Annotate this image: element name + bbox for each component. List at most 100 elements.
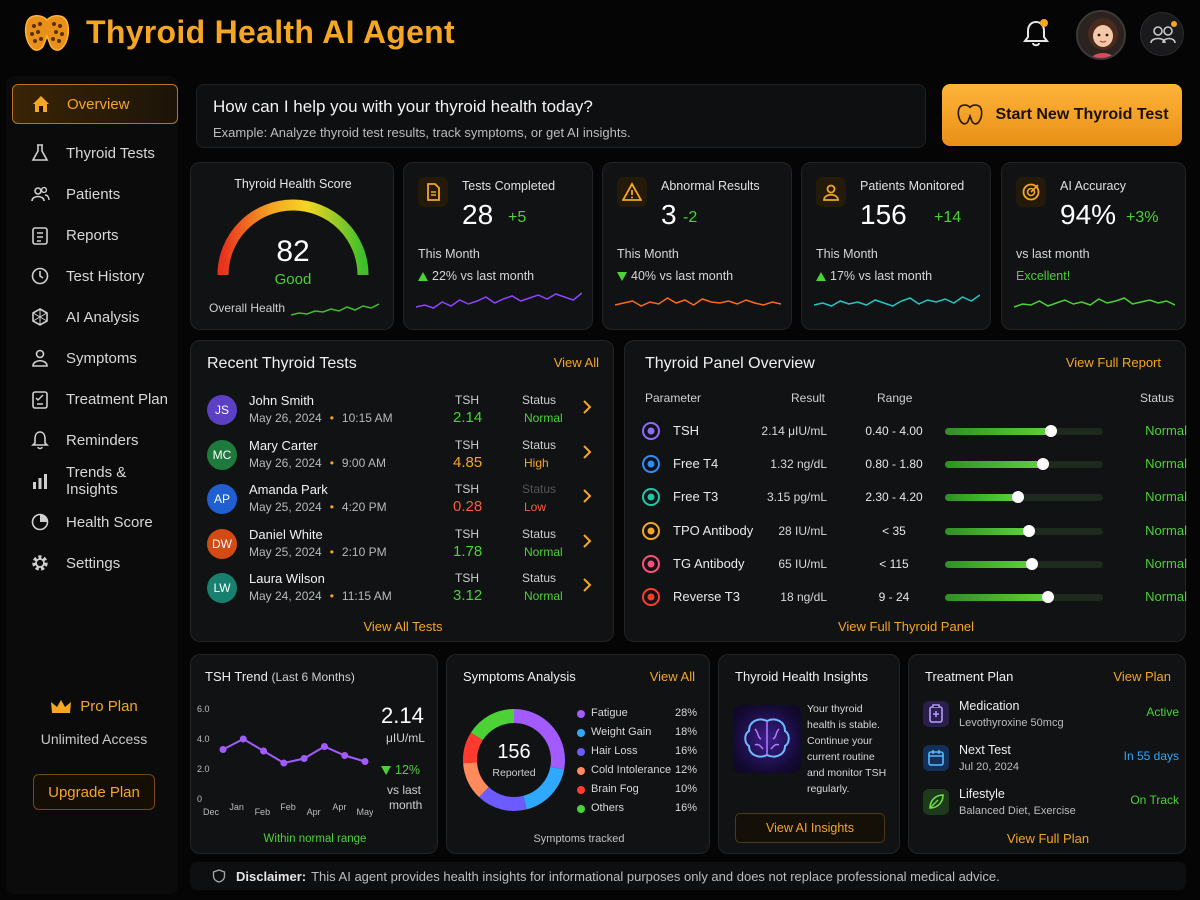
test-row[interactable]: LW Laura Wilson May 24, 2024 • 11:15 AM TSH 3.…: [205, 567, 601, 607]
bell-icon: [31, 431, 49, 450]
start-button-label: Start New Thyroid Test: [995, 106, 1169, 123]
chevron-right-icon[interactable]: [581, 577, 593, 593]
view-plan-link[interactable]: View Plan: [1113, 669, 1171, 684]
view-full-panel-button[interactable]: View Full Thyroid Panel: [837, 619, 975, 634]
parameter-status: Normal: [1145, 489, 1187, 505]
arrow-up-icon: [418, 271, 428, 281]
x-tick-label: Apr: [307, 807, 321, 817]
sidebar-item-reminders[interactable]: Reminders: [12, 420, 178, 460]
tsh-point: [341, 752, 349, 759]
symptoms-view-all-link[interactable]: View All: [649, 669, 695, 684]
pro-plan-title: Pro Plan: [6, 698, 182, 715]
level-marker: [1036, 458, 1049, 471]
test-time: 4:20 PM: [341, 500, 387, 514]
panel-header-parameter: Parameter: [645, 391, 702, 405]
tsh-trend-card: TSH Trend (Last 6 Months) 0 2.0 4.0 6.0 Dec J…: [190, 654, 438, 854]
parameter-level-bar: [945, 524, 1103, 537]
stat-value: 28: [462, 199, 494, 230]
sidebar-item-symptoms[interactable]: Symptoms: [12, 338, 178, 378]
team-icon[interactable]: [1140, 12, 1184, 56]
tsh-trend-chart: 0 2.0 4.0 6.0 Dec Jan Feb Feb Apr Apr May: [197, 704, 373, 817]
patient-avatar: AP: [207, 484, 237, 514]
parameter-result: 28 IU/mL: [778, 523, 827, 538]
chevron-right-icon[interactable]: [581, 488, 593, 504]
sidebar-item-health-score[interactable]: Health Score: [12, 502, 178, 542]
view-ai-insights-button[interactable]: View AI Insights: [735, 813, 885, 843]
status-label: Status: [522, 437, 557, 452]
test-row[interactable]: JS John Smith May 26, 2024 • 10:15 AM TSH 2.14…: [205, 389, 601, 429]
upgrade-plan-button[interactable]: Upgrade Plan: [33, 774, 155, 810]
test-datetime: May 26, 2024 • 9:00 AM: [249, 456, 386, 470]
sidebar-item-settings[interactable]: Settings: [12, 543, 178, 583]
sidebar-item-reports[interactable]: Reports: [12, 215, 178, 255]
status-value: Normal: [524, 411, 563, 425]
test-date: May 26, 2024: [249, 411, 322, 425]
chevron-right-icon[interactable]: [581, 399, 593, 415]
symptom-percent: 16%: [674, 802, 697, 814]
pro-plan-subtitle: Unlimited Access: [40, 731, 148, 747]
level-marker: [1041, 591, 1054, 603]
health-score-value: 82: [276, 235, 310, 268]
view-all-tests-button[interactable]: View All Tests: [363, 619, 443, 634]
view-all-tests-link[interactable]: View All: [553, 355, 599, 370]
tsh-trend-title: TSH Trend (Last 6 Months): [205, 669, 355, 684]
molecule-icon: [642, 488, 660, 507]
parameter-result: 65 IU/mL: [778, 556, 827, 571]
separator-dot: •: [329, 500, 334, 514]
legend-dot: [577, 767, 585, 775]
insight-line: regularly.: [807, 783, 850, 795]
target-icon: [1016, 177, 1046, 207]
thyroid-icon: [642, 422, 660, 440]
test-row[interactable]: AP Amanda Park May 25, 2024 • 4:20 PM TSH 0.28…: [205, 478, 601, 518]
sidebar-item-thyroid-tests[interactable]: Thyroid Tests: [12, 133, 178, 173]
parameter-status: Normal: [1145, 555, 1187, 571]
parameter-level-bar: [945, 425, 1103, 437]
donut-slice: [463, 761, 489, 798]
health-score-gauge: [217, 199, 369, 276]
separator-dot: •: [329, 411, 334, 425]
start-new-test-button[interactable]: Start New Thyroid Test: [942, 84, 1182, 146]
gear-icon: [32, 555, 48, 571]
patient-avatar: LW: [207, 573, 237, 603]
x-tick-label: Dec: [203, 807, 220, 817]
sidebar-item-treatment-plan[interactable]: Treatment Plan: [12, 379, 178, 419]
tsh-value: 4.85: [453, 453, 483, 471]
user-avatar[interactable]: [1076, 10, 1126, 60]
test-row[interactable]: MC Mary Carter May 26, 2024 • 9:00 AM TSH 4.85…: [205, 434, 601, 474]
sidebar-item-patients[interactable]: Patients: [12, 174, 178, 214]
sidebar-item-trends-insights[interactable]: Trends & Insights: [12, 461, 178, 501]
status-value: Normal: [524, 589, 563, 603]
parameter-range: 0.40 - 4.00: [865, 424, 923, 438]
chevron-right-icon[interactable]: [581, 444, 593, 460]
treatment-item-name: Lifestyle: [959, 787, 1005, 801]
tsh-value: 0.28: [453, 498, 483, 515]
sidebar-item-overview[interactable]: Overview: [12, 84, 178, 124]
stat-trend: 40% vs last month: [617, 269, 733, 283]
tsh-trend-footer: Within normal range: [263, 833, 367, 845]
notification-bell-icon[interactable]: [1022, 18, 1050, 48]
tsh-label: TSH: [455, 571, 479, 585]
test-date: May 25, 2024: [249, 544, 322, 559]
tsh-label: TSH: [455, 393, 479, 407]
separator-dot: •: [329, 455, 334, 470]
patient-name: Mary Carter: [249, 437, 318, 453]
test-datetime: May 25, 2024 • 4:20 PM: [249, 500, 387, 514]
test-row[interactable]: DW Daniel White May 25, 2024 • 2:10 PM TSH 1.7…: [205, 523, 601, 563]
disclaimer-label: Disclaimer:: [236, 868, 307, 884]
y-tick-label: 0: [197, 794, 202, 804]
sidebar-item-test-history[interactable]: Test History: [12, 256, 178, 296]
view-full-report-link[interactable]: View Full Report: [1065, 355, 1161, 370]
parameter-range: < 115: [879, 556, 909, 571]
ask-bar[interactable]: How can I help you with your thyroid hea…: [196, 84, 926, 148]
tsh-point: [320, 743, 328, 750]
status-label: Status: [522, 571, 557, 585]
sidebar: Overview Thyroid Tests Patients Reports …: [6, 76, 178, 894]
thyroid-icon: [958, 104, 983, 125]
treatment-item: Lifestyle Balanced Diet, Exercise On Track: [923, 787, 1179, 827]
tsh-point: [300, 755, 308, 762]
panel-row: Free T3 3.15 pg/mL 2.30 - 4.20 Normal: [639, 482, 1187, 512]
treatment-item-detail: Balanced Diet, Exercise: [959, 805, 1076, 817]
chevron-right-icon[interactable]: [581, 533, 593, 549]
sidebar-item-ai-analysis[interactable]: AI Analysis: [12, 297, 178, 337]
view-full-plan-button[interactable]: View Full Plan: [1006, 831, 1090, 846]
